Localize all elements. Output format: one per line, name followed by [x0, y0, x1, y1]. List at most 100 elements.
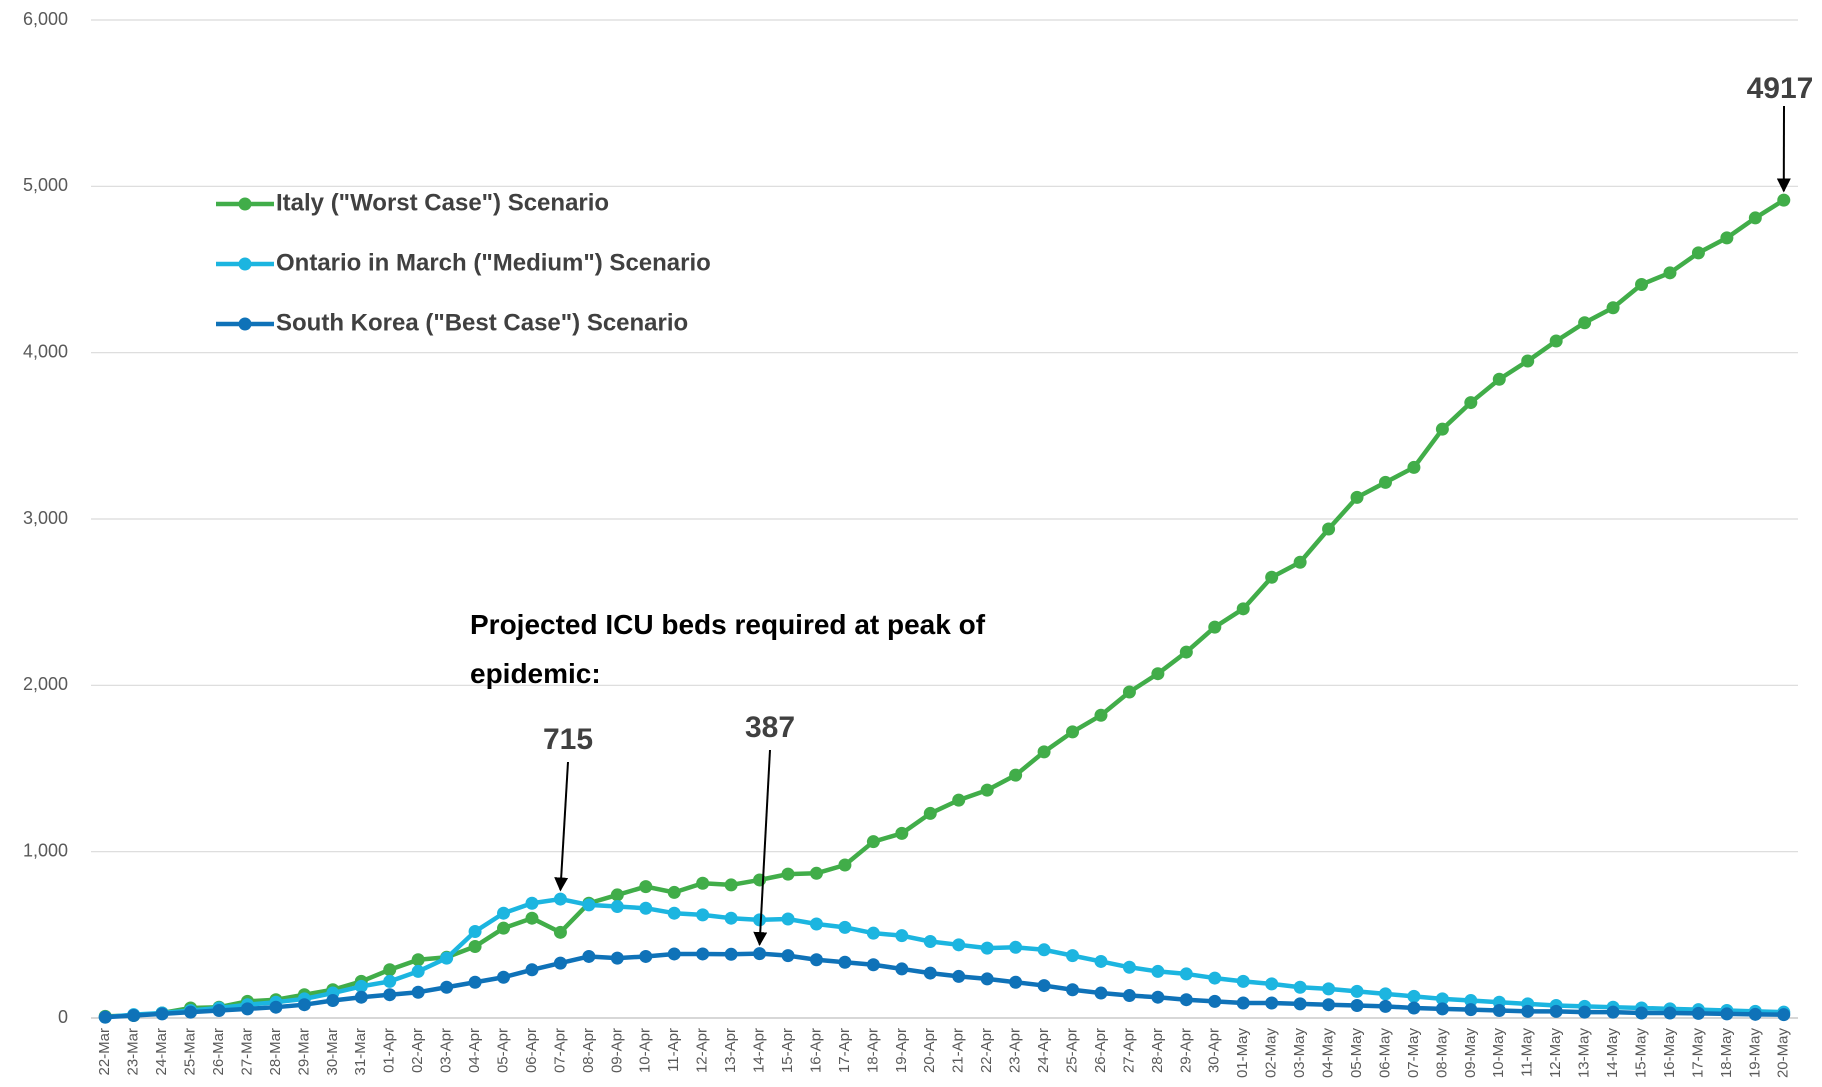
data-point: [1720, 1007, 1734, 1021]
data-point: [1492, 1004, 1506, 1018]
x-tick-label: 25-Apr: [1063, 1028, 1080, 1073]
data-point: [468, 975, 482, 989]
x-tick-label: 07-Apr: [551, 1028, 568, 1073]
x-tick-label: 01-May: [1234, 1028, 1251, 1079]
data-point: [1009, 975, 1023, 989]
data-point: [297, 998, 311, 1012]
y-tick-label: 5,000: [23, 175, 68, 195]
x-tick-label: 30-Mar: [324, 1028, 341, 1076]
data-point: [212, 1004, 226, 1018]
data-point: [1606, 301, 1620, 315]
x-tick-label: 24-Apr: [1035, 1028, 1052, 1073]
x-tick-label: 09-Apr: [608, 1028, 625, 1073]
data-point: [553, 925, 567, 939]
data-point: [1350, 490, 1364, 504]
data-point: [497, 906, 511, 920]
x-tick-label: 15-Apr: [779, 1028, 796, 1073]
legend-marker: [238, 317, 252, 331]
x-tick-label: 10-May: [1490, 1028, 1507, 1079]
data-point: [1122, 685, 1136, 699]
data-point: [1066, 949, 1080, 963]
data-point: [240, 1002, 254, 1016]
x-tick-label: 12-Apr: [694, 1028, 711, 1073]
data-point: [1322, 998, 1336, 1012]
data-point: [383, 963, 397, 977]
data-point: [1378, 475, 1392, 489]
data-point: [1407, 1001, 1421, 1015]
data-point: [667, 885, 681, 899]
data-point: [1066, 725, 1080, 739]
x-tick-label: 02-Apr: [409, 1028, 426, 1073]
x-tick-label: 30-Apr: [1206, 1028, 1223, 1073]
data-point: [1748, 1007, 1762, 1021]
data-point: [525, 911, 539, 925]
x-tick-label: 29-Mar: [295, 1028, 312, 1076]
data-point: [1578, 316, 1592, 330]
x-tick-label: 26-Apr: [1092, 1028, 1109, 1073]
data-point: [1635, 1006, 1649, 1020]
data-point: [1122, 960, 1136, 974]
data-point: [1606, 1005, 1620, 1019]
data-point: [1720, 231, 1734, 245]
x-tick-label: 04-May: [1320, 1028, 1337, 1079]
data-point: [1151, 964, 1165, 978]
x-tick-label: 14-May: [1604, 1028, 1621, 1079]
y-tick-label: 0: [58, 1007, 68, 1027]
data-point: [1122, 989, 1136, 1003]
data-point: [809, 917, 823, 931]
x-tick-label: 11-May: [1519, 1028, 1536, 1077]
data-point: [127, 1009, 141, 1023]
data-point: [1691, 1006, 1705, 1020]
data-point: [1492, 372, 1506, 386]
data-point: [468, 925, 482, 939]
data-point: [1322, 982, 1336, 996]
data-point: [952, 938, 966, 952]
data-point: [1265, 977, 1279, 991]
annotation-arrow: [554, 761, 569, 892]
data-point: [1350, 999, 1364, 1013]
x-tick-label: 20-May: [1775, 1028, 1792, 1079]
data-point: [809, 953, 823, 967]
data-point: [1208, 971, 1222, 985]
x-tick-label: 08-Apr: [580, 1028, 597, 1073]
data-point: [753, 947, 767, 961]
legend-marker: [238, 197, 252, 211]
x-tick-label: 04-Apr: [466, 1028, 483, 1073]
data-point: [1179, 993, 1193, 1007]
data-point: [667, 906, 681, 920]
data-point: [1037, 745, 1051, 759]
x-tick-label: 06-Apr: [523, 1028, 540, 1073]
data-point: [1293, 980, 1307, 994]
data-point: [525, 896, 539, 910]
data-point: [1293, 555, 1307, 569]
data-point: [895, 929, 909, 943]
data-point: [269, 1000, 283, 1014]
data-point: [1378, 987, 1392, 1001]
data-point: [326, 994, 340, 1008]
data-point: [1521, 354, 1535, 368]
data-point: [1094, 708, 1108, 722]
x-tick-label: 03-May: [1291, 1028, 1308, 1079]
legend-marker: [238, 257, 252, 271]
data-point: [866, 926, 880, 940]
data-point: [1236, 974, 1250, 988]
data-point: [1151, 990, 1165, 1004]
data-point: [980, 783, 994, 797]
data-point: [1094, 954, 1108, 968]
y-tick-label: 6,000: [23, 9, 68, 29]
data-point: [553, 892, 567, 906]
data-point: [1293, 997, 1307, 1011]
x-tick-label: 27-Mar: [238, 1028, 255, 1076]
x-tick-label: 02-May: [1263, 1028, 1280, 1079]
x-tick-label: 31-Mar: [352, 1028, 369, 1076]
data-point: [610, 951, 624, 965]
data-point: [781, 867, 795, 881]
x-tick-label: 13-May: [1576, 1028, 1593, 1079]
data-point: [866, 835, 880, 849]
data-point: [1521, 1004, 1535, 1018]
data-point: [639, 880, 653, 894]
data-point: [923, 934, 937, 948]
data-point: [1322, 522, 1336, 536]
x-tick-label: 05-Apr: [494, 1028, 511, 1073]
data-point: [440, 980, 454, 994]
